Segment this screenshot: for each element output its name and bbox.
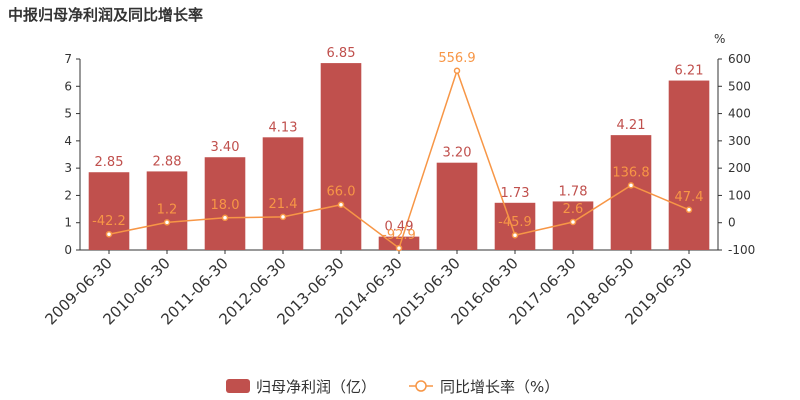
growth-value-label: 1.2 [157, 202, 178, 217]
growth-point [685, 206, 693, 214]
bar-value-label: 1.73 [501, 186, 530, 201]
y-left-tick-label: 0 [64, 243, 72, 257]
y-left-tick-label: 4 [64, 134, 72, 148]
y-left-tick-label: 3 [64, 161, 72, 175]
legend-line-marker [415, 380, 427, 392]
bar [320, 63, 362, 250]
bar-value-label: 6.85 [327, 46, 356, 61]
y-right-tick-label: -100 [728, 243, 755, 257]
legend-bar-label: 归母净利润（亿） [256, 378, 376, 396]
growth-point [163, 219, 171, 226]
bar [146, 171, 188, 250]
growth-value-label: 556.9 [438, 51, 475, 66]
growth-value-label: 66.0 [327, 185, 356, 200]
bar [88, 172, 130, 250]
bar-value-label: 3.40 [211, 140, 240, 155]
y-left-tick-label: 7 [64, 52, 72, 66]
bar-value-label: 6.21 [675, 64, 704, 79]
y-right-unit: % [714, 32, 725, 46]
growth-value-label: 136.8 [612, 165, 649, 180]
bar-value-label: 4.21 [617, 118, 646, 133]
bar-value-label: 3.20 [443, 146, 472, 161]
y-right-tick-label: 500 [728, 79, 751, 93]
growth-point [627, 182, 635, 189]
growth-point [105, 230, 113, 238]
y-right-tick-label: 0 [728, 216, 736, 230]
growth-value-label: -42.2 [92, 214, 126, 229]
bar [436, 162, 478, 250]
bar [262, 137, 304, 250]
growth-value-label: 18.0 [211, 198, 240, 213]
growth-point [511, 231, 519, 239]
growth-point [279, 213, 287, 221]
legend-line-label: 同比增长率（%） [440, 378, 559, 396]
growth-point [569, 218, 577, 226]
y-right-tick-label: 300 [728, 134, 751, 148]
growth-value-label: -45.9 [498, 215, 532, 230]
bar [610, 135, 652, 250]
growth-value-label: -92.9 [382, 228, 416, 243]
y-left-tick-label: 2 [64, 188, 72, 202]
y-right-tick-label: 600 [728, 52, 751, 66]
growth-point [453, 67, 461, 75]
bar-value-label: 4.13 [269, 120, 298, 135]
y-left-tick-label: 6 [64, 79, 72, 93]
growth-point [337, 201, 345, 208]
growth-value-label: 47.4 [675, 190, 704, 205]
y-right-tick-label: 200 [728, 161, 751, 175]
bar-value-label: 2.85 [95, 155, 124, 170]
growth-point [395, 244, 403, 252]
bar [494, 202, 536, 250]
bar-value-label: 0.49 [385, 220, 414, 235]
chart-title: 中报归母净利润及同比增长率 [8, 6, 204, 24]
bar-value-label: 1.78 [559, 184, 588, 199]
growth-value-label: 2.6 [563, 202, 584, 217]
growth-value-label: 21.4 [269, 197, 298, 212]
y-right-tick-label: 400 [728, 107, 751, 121]
bar [668, 80, 710, 250]
y-right-tick-label: 100 [728, 188, 751, 202]
growth-point [221, 214, 229, 222]
legend-bar-swatch [226, 379, 250, 393]
y-left-tick-label: 5 [64, 107, 72, 121]
bar-value-label: 2.88 [153, 154, 182, 169]
bar [204, 157, 246, 250]
y-left-tick-label: 1 [64, 216, 72, 230]
